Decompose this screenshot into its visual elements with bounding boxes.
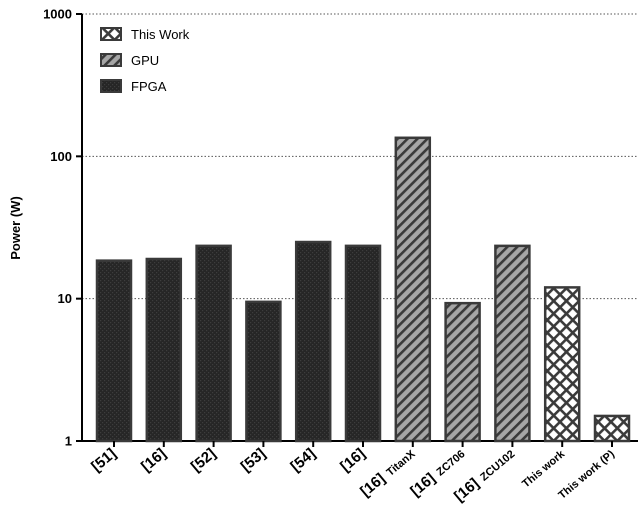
x-tick-labels: [51] [16] [52] [53] [54] [16][16] TitanX[16] … [88, 441, 617, 505]
y-tick-label: 1 [65, 434, 72, 449]
x-tick-label: [54] [287, 445, 318, 475]
bar-fpga [344, 244, 382, 443]
legend: This Work GPU FPGA [100, 27, 190, 94]
legend-swatch-gpu [100, 53, 122, 67]
legend-item-gpu: GPU [100, 53, 159, 68]
y-tick-label: 10 [58, 291, 72, 306]
x-tick-label: [16] TitanX [357, 445, 419, 501]
bar-gpu [494, 244, 531, 443]
bar-this-work [543, 286, 581, 443]
bar-gpu [394, 136, 432, 443]
bar-fpga [95, 259, 133, 443]
y-tick-label: 100 [50, 149, 72, 164]
bar-fpga [145, 257, 183, 443]
bar-fpga [195, 244, 232, 443]
y-axis-title: Power (W) [8, 196, 23, 260]
bar-fpga [294, 240, 332, 443]
legend-label-gpu: GPU [131, 53, 159, 68]
legend-swatch-fpga [100, 79, 122, 93]
x-tick-label: [53] [238, 445, 269, 475]
y-ticks: 1 10 100 1000 [43, 7, 82, 449]
legend-label-fpga: FPGA [131, 79, 167, 94]
bar-this-work [593, 414, 631, 443]
legend-swatch-this-work [100, 27, 122, 41]
bar-gpu [444, 301, 481, 443]
x-tick-label: [16] [337, 445, 368, 475]
bars [95, 136, 631, 443]
bar-fpga [245, 300, 282, 443]
legend-item-fpga: FPGA [100, 79, 167, 94]
y-tick-label: 1000 [43, 7, 72, 22]
x-tick-label: This work [520, 448, 568, 491]
x-tick-label: [51] [88, 445, 119, 475]
legend-item-this-work: This Work [100, 27, 190, 42]
legend-label-this-work: This Work [131, 27, 190, 42]
x-tick-label: [52] [188, 445, 219, 475]
x-tick-label: [16] [138, 445, 169, 475]
